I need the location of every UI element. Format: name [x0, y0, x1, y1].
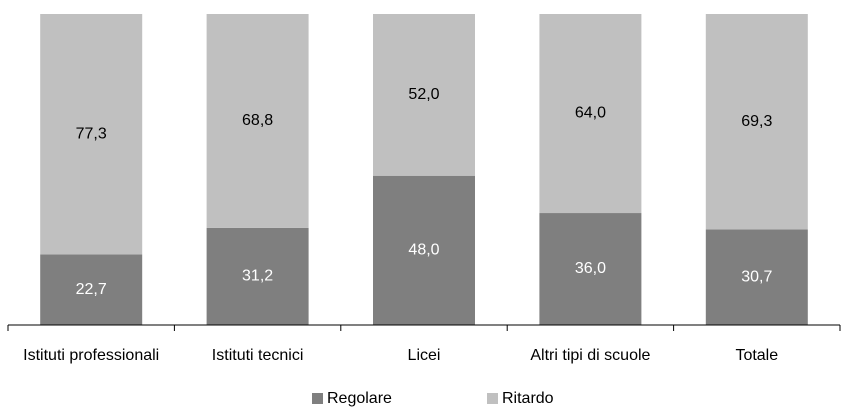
bar-segment-regolare-4 — [539, 213, 642, 325]
bar-segment-ritardo-2 — [206, 14, 309, 228]
bar-segment-ritardo-5 — [705, 14, 808, 230]
value-labels-layer: 22,7 77,3 31,2 68,8 48,0 52,0 36,0 64,0 30,7 69,3 — [76, 86, 773, 298]
legend: Regolare Ritardo — [312, 390, 554, 407]
x-tick-label-3: Licei — [408, 347, 441, 364]
bars-layer — [40, 14, 808, 325]
data-label-regolare-4: 36,0 — [575, 260, 606, 277]
x-tick-label-2: Istituti tecnici — [212, 347, 304, 364]
x-tick-label-1: Istituti professionali — [23, 347, 159, 364]
bar-segment-regolare-1 — [40, 254, 143, 325]
legend-label-regolare: Regolare — [327, 390, 392, 407]
data-label-ritardo-3: 52,0 — [408, 86, 439, 103]
data-label-ritardo-5: 69,3 — [741, 113, 772, 130]
legend-label-ritardo: Ritardo — [502, 390, 554, 407]
data-label-regolare-3: 48,0 — [408, 242, 439, 259]
data-label-ritardo-1: 77,3 — [76, 125, 107, 142]
data-label-regolare-5: 30,7 — [741, 268, 772, 285]
data-label-regolare-1: 22,7 — [76, 281, 107, 298]
bar-segment-regolare-5 — [705, 229, 808, 325]
bar-segment-ritardo-4 — [539, 14, 642, 214]
bar-segment-ritardo-1 — [40, 14, 143, 255]
x-tick-label-5: Totale — [735, 347, 778, 364]
bar-segment-ritardo-3 — [373, 14, 475, 176]
bar-segment-regolare-2 — [206, 227, 309, 325]
legend-swatch-ritardo — [487, 393, 498, 404]
legend-swatch-regolare — [312, 393, 323, 404]
x-tick-label-4: Altri tipi di scuole — [530, 347, 650, 364]
bar-segment-regolare-3 — [373, 175, 475, 325]
data-label-regolare-2: 31,2 — [242, 268, 273, 285]
data-label-ritardo-4: 64,0 — [575, 105, 606, 122]
x-axis: Istituti professionali Istituti tecnici Li… — [7, 324, 841, 364]
data-label-ritardo-2: 68,8 — [242, 112, 273, 129]
